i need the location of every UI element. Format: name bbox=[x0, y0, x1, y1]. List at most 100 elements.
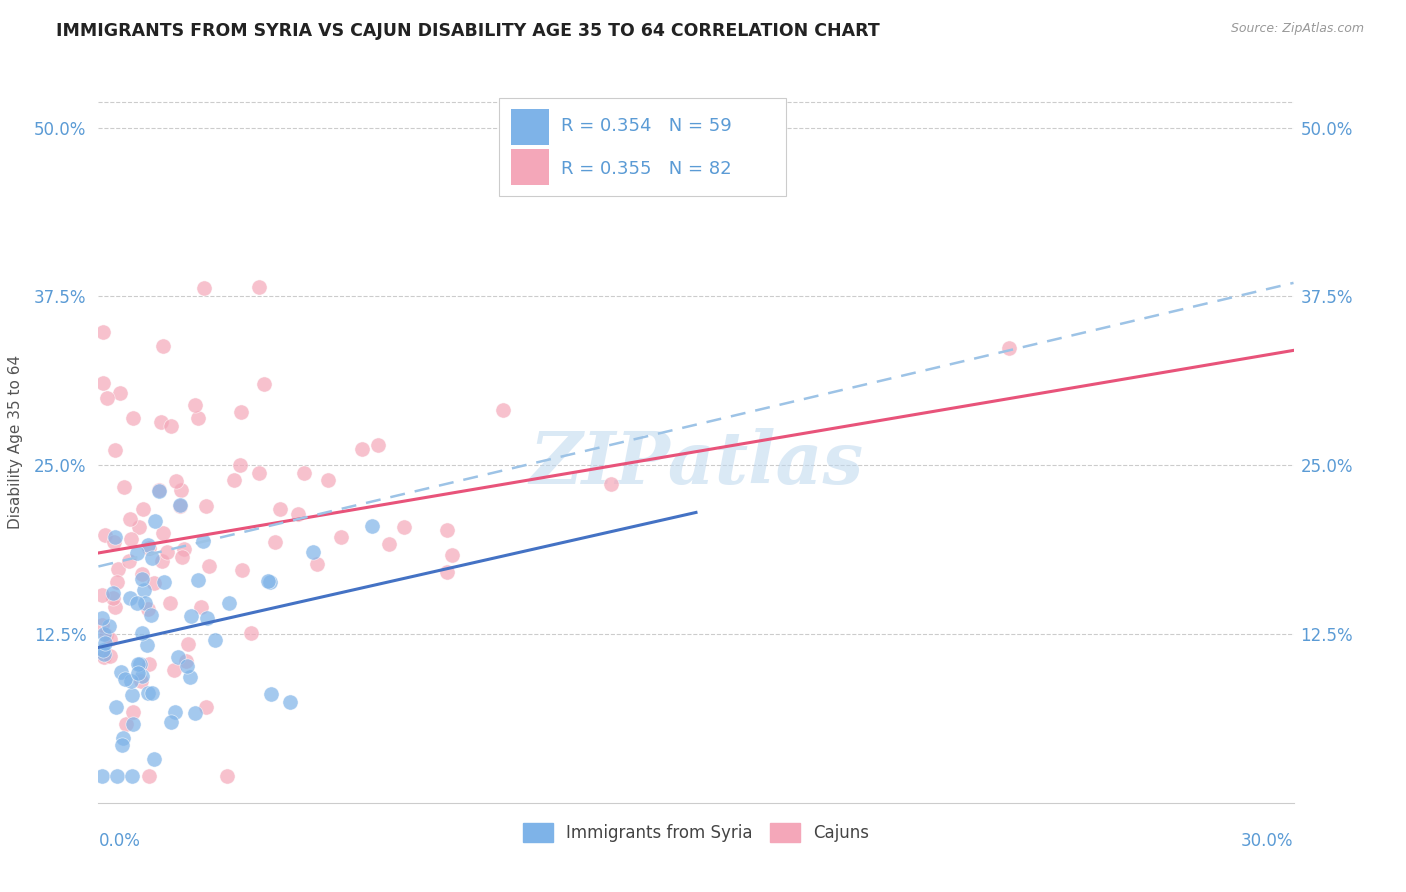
Point bbox=[392, 520, 415, 534]
Point bbox=[135, 638, 157, 652]
Point bbox=[98, 648, 121, 663]
Point bbox=[97, 619, 120, 633]
Text: R = 0.355   N = 82: R = 0.355 N = 82 bbox=[561, 161, 731, 178]
Point bbox=[136, 601, 159, 615]
Point bbox=[174, 654, 197, 668]
Point bbox=[204, 633, 226, 648]
Point bbox=[128, 657, 150, 671]
Point bbox=[173, 542, 195, 557]
Point bbox=[302, 545, 325, 559]
Point bbox=[112, 480, 135, 494]
Point bbox=[91, 611, 114, 625]
Point bbox=[195, 699, 218, 714]
Point bbox=[240, 626, 263, 640]
Point bbox=[107, 574, 129, 589]
Point bbox=[260, 687, 283, 701]
Point bbox=[131, 572, 153, 586]
Y-axis label: Disability Age 35 to 64: Disability Age 35 to 64 bbox=[8, 354, 22, 529]
Point bbox=[96, 392, 118, 406]
Text: 30.0%: 30.0% bbox=[1241, 831, 1294, 850]
Point bbox=[367, 438, 389, 452]
Point bbox=[104, 530, 127, 544]
Point bbox=[110, 665, 132, 679]
Point bbox=[96, 628, 118, 642]
Point bbox=[93, 627, 115, 641]
Point bbox=[195, 610, 218, 624]
Point bbox=[93, 650, 115, 665]
Text: R = 0.354   N = 59: R = 0.354 N = 59 bbox=[561, 117, 731, 135]
Point bbox=[121, 716, 143, 731]
Legend: Immigrants from Syria, Cajuns: Immigrants from Syria, Cajuns bbox=[516, 816, 876, 848]
Point bbox=[129, 674, 152, 689]
Point bbox=[169, 498, 191, 512]
Point bbox=[91, 642, 114, 657]
Point bbox=[257, 574, 280, 588]
Point bbox=[156, 545, 179, 559]
Point bbox=[165, 706, 187, 720]
Point bbox=[198, 559, 221, 574]
Point bbox=[122, 411, 145, 425]
FancyBboxPatch shape bbox=[499, 98, 786, 196]
Point bbox=[179, 670, 201, 684]
Point bbox=[224, 473, 246, 487]
Point bbox=[98, 632, 121, 646]
Text: Source: ZipAtlas.com: Source: ZipAtlas.com bbox=[1230, 22, 1364, 36]
Point bbox=[150, 554, 173, 568]
Point bbox=[94, 527, 117, 541]
Point bbox=[184, 398, 207, 412]
Point bbox=[193, 281, 215, 295]
Point bbox=[134, 596, 156, 610]
Point bbox=[440, 549, 463, 563]
Point bbox=[138, 541, 160, 555]
Point bbox=[172, 549, 194, 564]
Point bbox=[141, 551, 163, 566]
Point bbox=[111, 731, 134, 746]
Point bbox=[141, 686, 163, 700]
Point bbox=[115, 717, 138, 731]
Point bbox=[103, 600, 125, 615]
Point bbox=[93, 647, 115, 661]
Point bbox=[361, 518, 384, 533]
Text: IMMIGRANTS FROM SYRIA VS CAJUN DISABILITY AGE 35 TO 64 CORRELATION CHART: IMMIGRANTS FROM SYRIA VS CAJUN DISABILIT… bbox=[56, 22, 880, 40]
Point bbox=[91, 325, 114, 339]
Point bbox=[131, 626, 153, 640]
Point bbox=[492, 403, 515, 417]
Point bbox=[253, 376, 276, 391]
Point bbox=[104, 442, 127, 457]
Point bbox=[599, 477, 621, 491]
Point bbox=[132, 583, 155, 598]
Point bbox=[153, 575, 176, 590]
Text: 0.0%: 0.0% bbox=[98, 831, 141, 850]
Point bbox=[152, 339, 174, 353]
Point bbox=[136, 686, 159, 700]
Point bbox=[91, 769, 114, 783]
Point bbox=[350, 442, 373, 456]
Point bbox=[229, 405, 252, 419]
Point bbox=[152, 526, 174, 541]
Point bbox=[131, 669, 153, 683]
Point bbox=[114, 672, 136, 686]
Point bbox=[436, 565, 458, 579]
Point bbox=[190, 599, 212, 614]
Point bbox=[121, 688, 143, 702]
Point bbox=[107, 561, 129, 575]
Point bbox=[148, 484, 170, 499]
Point bbox=[169, 499, 191, 513]
Point bbox=[103, 535, 125, 549]
Point bbox=[218, 596, 240, 610]
Point bbox=[141, 607, 163, 622]
Point bbox=[132, 502, 155, 516]
Point bbox=[180, 609, 202, 624]
Point bbox=[138, 769, 160, 783]
Text: ZIPatlas: ZIPatlas bbox=[529, 428, 863, 499]
Point bbox=[143, 575, 166, 590]
Point bbox=[159, 714, 181, 729]
Point bbox=[105, 769, 128, 783]
Point bbox=[118, 512, 141, 526]
Point bbox=[101, 591, 124, 606]
Point bbox=[247, 467, 270, 481]
Point bbox=[287, 508, 309, 522]
Point bbox=[125, 546, 148, 560]
Point bbox=[292, 467, 315, 481]
Point bbox=[228, 458, 250, 472]
